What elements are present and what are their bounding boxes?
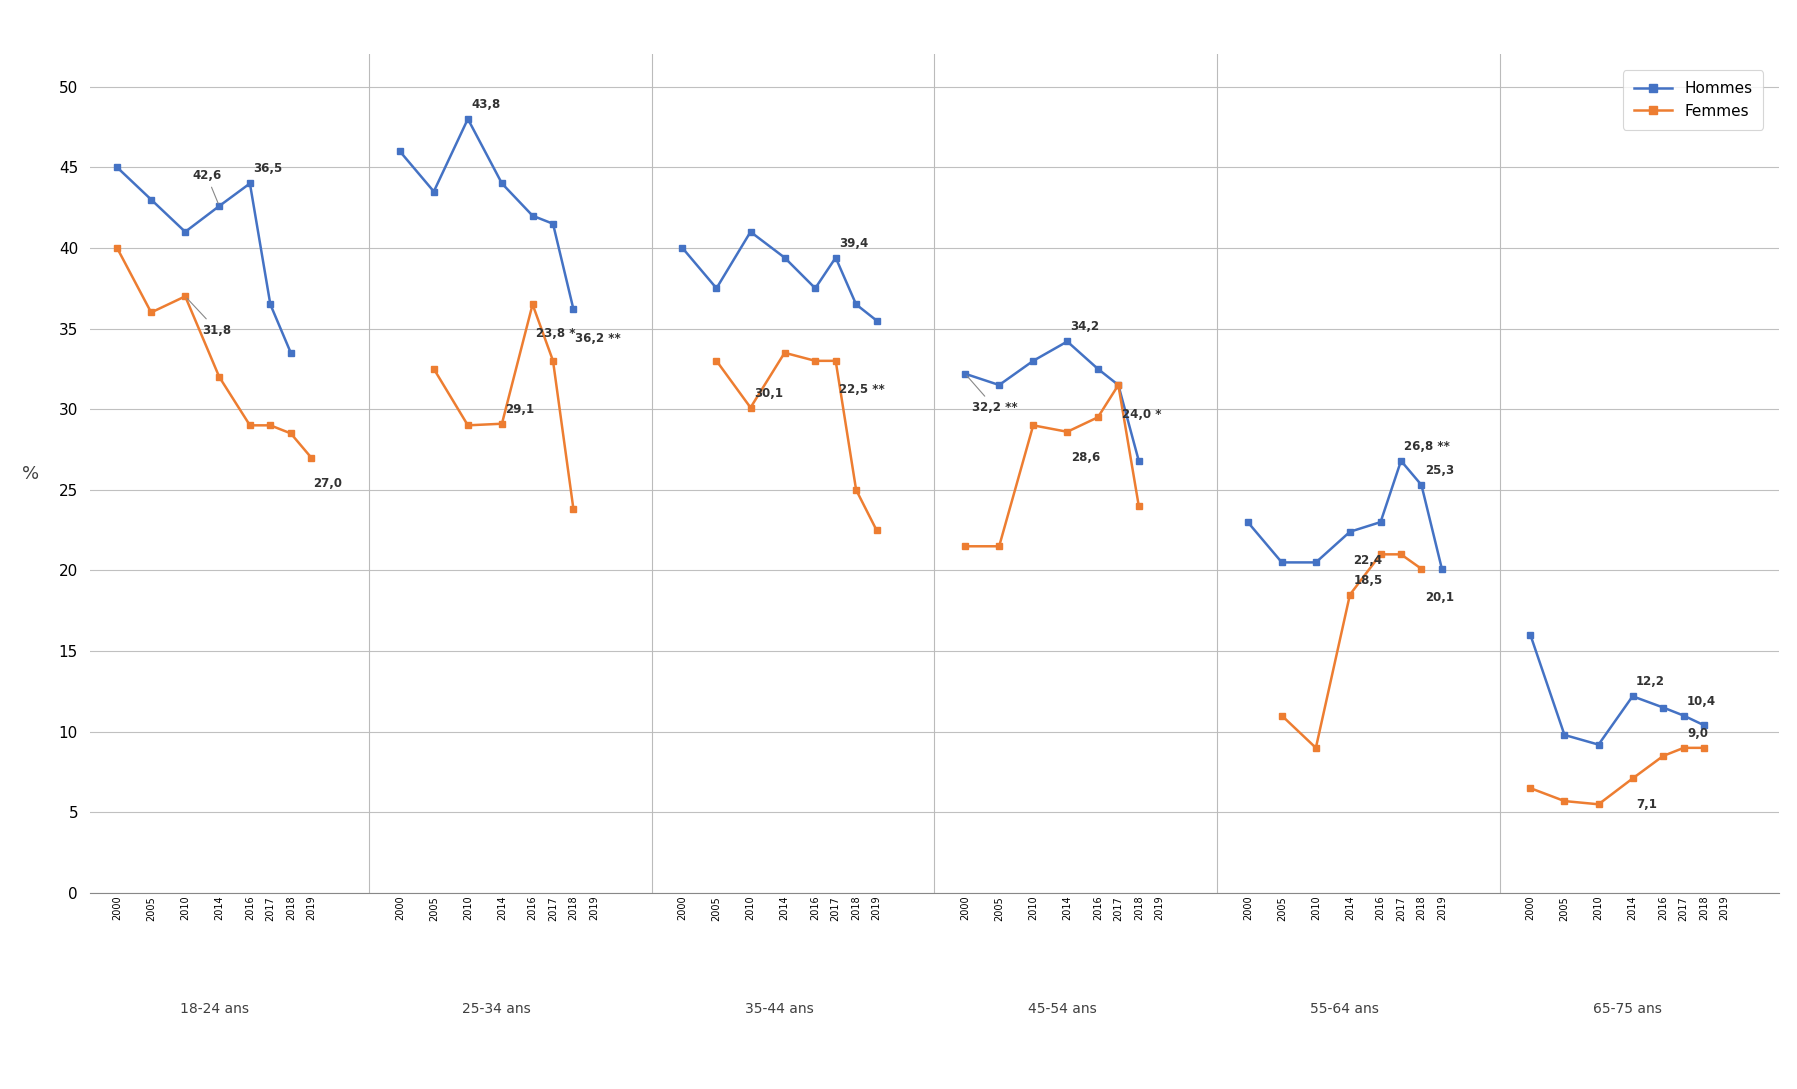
Text: 10,4: 10,4 bbox=[1687, 695, 1716, 708]
Text: 39,4: 39,4 bbox=[839, 236, 868, 249]
Text: 55-64 ans: 55-64 ans bbox=[1310, 1002, 1380, 1016]
Text: 22,5 **: 22,5 ** bbox=[839, 383, 884, 396]
Text: 36,2 **: 36,2 ** bbox=[575, 332, 622, 345]
Text: 27,0: 27,0 bbox=[313, 477, 341, 490]
Legend: Hommes, Femmes: Hommes, Femmes bbox=[1623, 71, 1763, 130]
Text: 30,1: 30,1 bbox=[755, 387, 783, 400]
Text: 26,8 **: 26,8 ** bbox=[1405, 440, 1450, 453]
Text: 24,0 *: 24,0 * bbox=[1121, 407, 1161, 420]
Text: 29,1: 29,1 bbox=[505, 403, 534, 416]
Text: 36,5: 36,5 bbox=[253, 162, 282, 175]
Y-axis label: %: % bbox=[22, 465, 40, 482]
Text: 42,6: 42,6 bbox=[192, 169, 221, 204]
Text: 45-54 ans: 45-54 ans bbox=[1028, 1002, 1096, 1016]
Text: 35-44 ans: 35-44 ans bbox=[746, 1002, 814, 1016]
Text: 18-24 ans: 18-24 ans bbox=[180, 1002, 248, 1016]
Text: 22,4: 22,4 bbox=[1353, 554, 1382, 567]
Text: 12,2: 12,2 bbox=[1635, 675, 1666, 688]
Text: 18,5: 18,5 bbox=[1353, 574, 1382, 587]
Text: 28,6: 28,6 bbox=[1071, 451, 1100, 464]
Text: 20,1: 20,1 bbox=[1425, 591, 1454, 604]
Text: 43,8: 43,8 bbox=[471, 98, 501, 111]
Text: 9,0: 9,0 bbox=[1687, 726, 1709, 739]
Text: 34,2: 34,2 bbox=[1071, 320, 1100, 333]
Text: 31,8: 31,8 bbox=[187, 298, 232, 337]
Text: 25-34 ans: 25-34 ans bbox=[462, 1002, 532, 1016]
Text: 65-75 ans: 65-75 ans bbox=[1594, 1002, 1662, 1016]
Text: 23,8 *: 23,8 * bbox=[536, 327, 575, 340]
Text: 32,2 **: 32,2 ** bbox=[967, 376, 1017, 414]
Text: 25,3: 25,3 bbox=[1425, 464, 1454, 477]
Text: 7,1: 7,1 bbox=[1635, 798, 1657, 810]
